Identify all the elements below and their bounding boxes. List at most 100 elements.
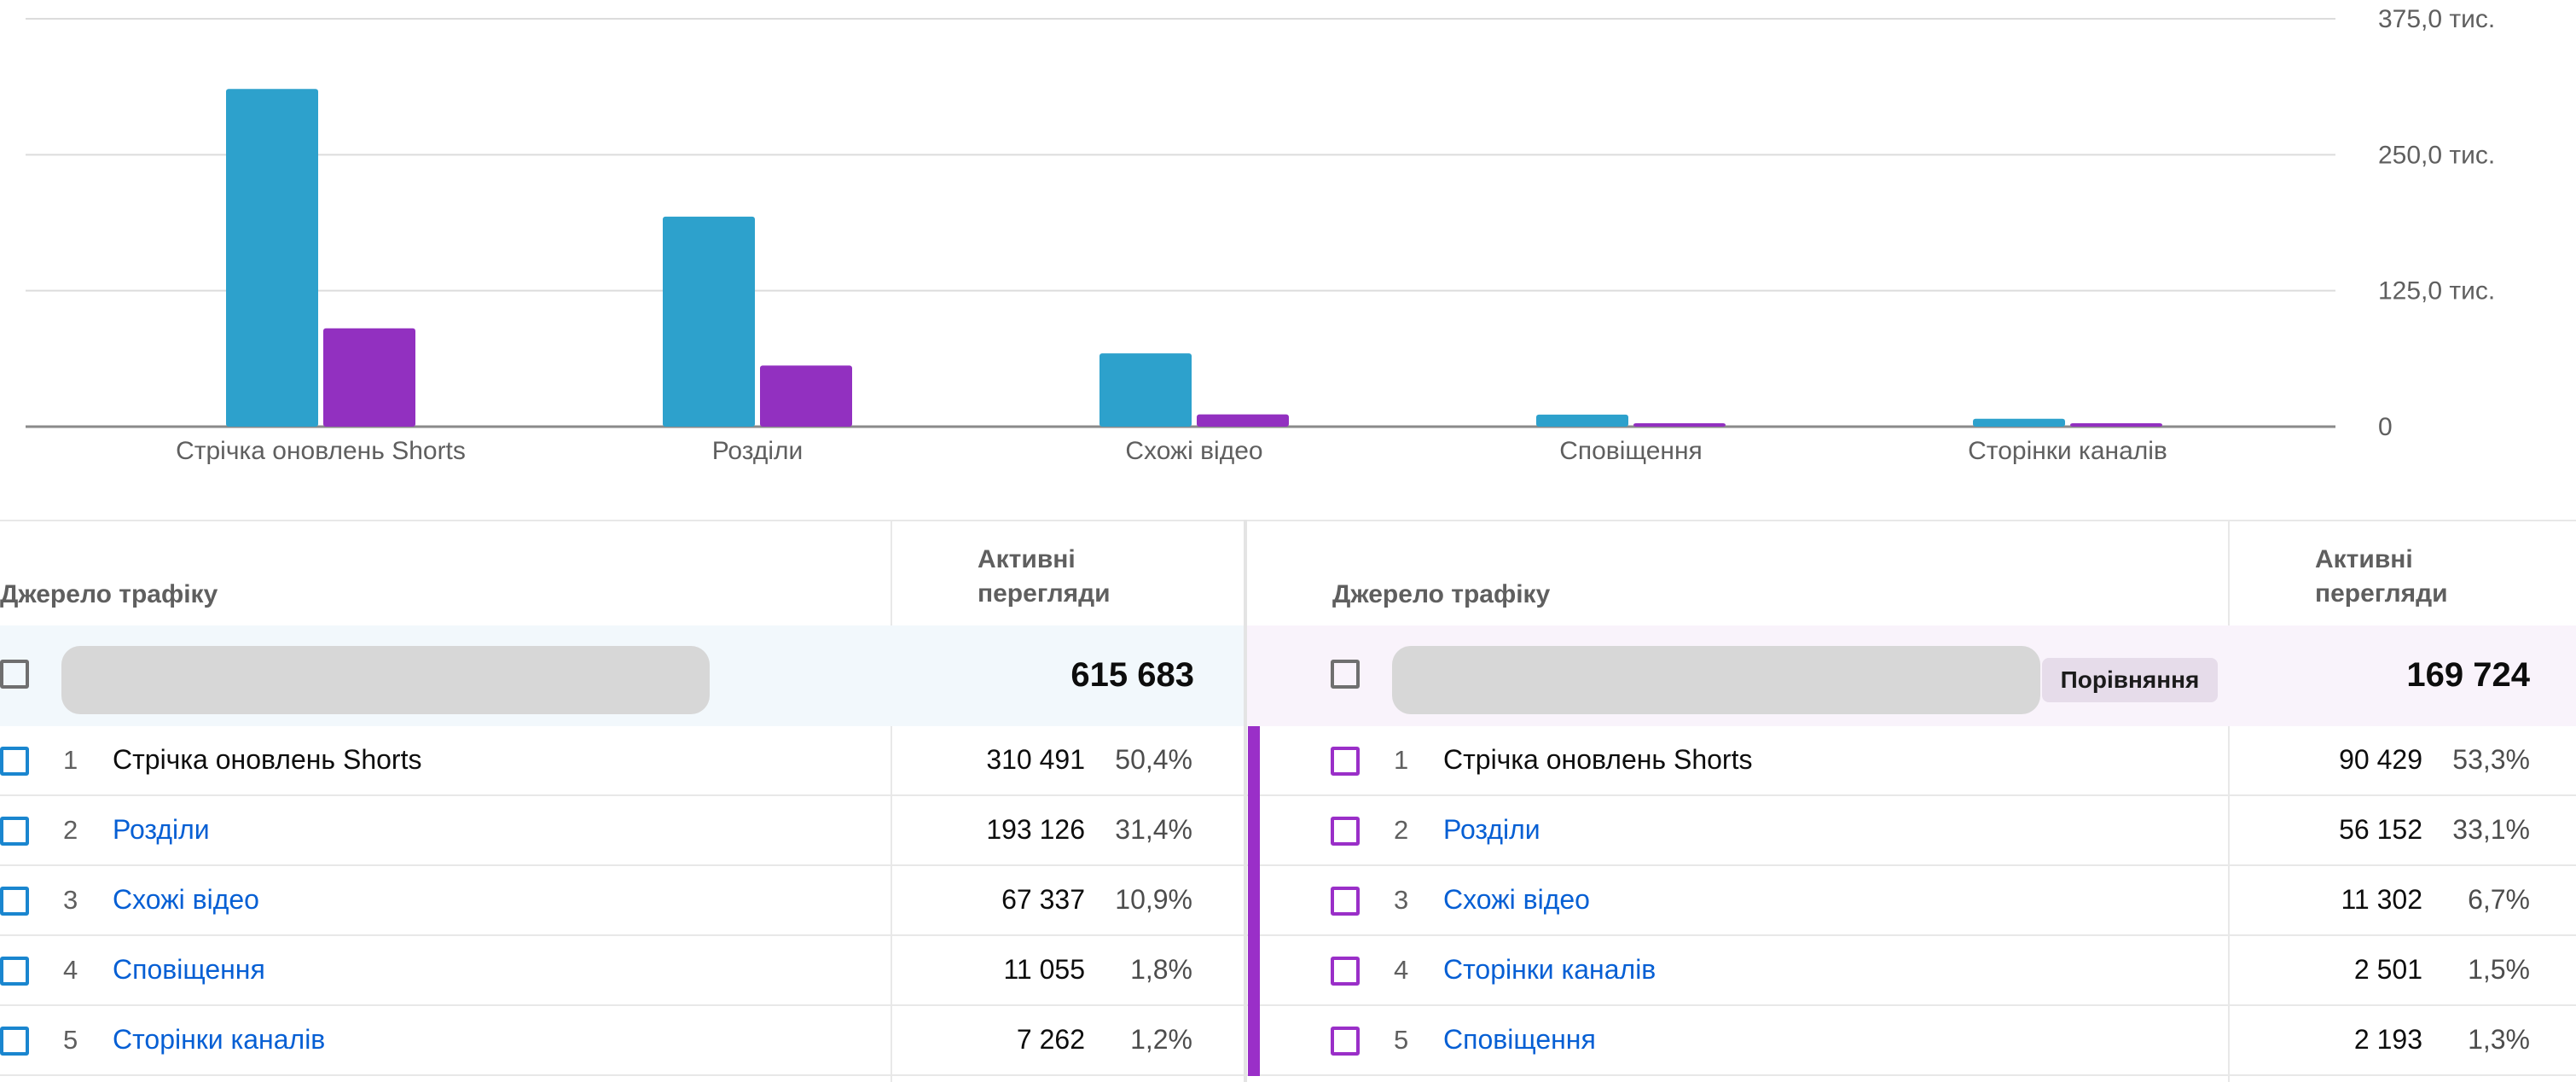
right-header-source[interactable]: Джерело трафіку bbox=[1332, 580, 1551, 608]
table-top-divider bbox=[0, 520, 2576, 521]
row-checkbox[interactable] bbox=[1331, 887, 1360, 916]
table-row[interactable]: 2 Розділи 193 126 31,4% bbox=[0, 796, 1244, 866]
table-row[interactable]: 4 Сторінки каналів 2 501 1,5% bbox=[1247, 936, 2576, 1006]
row-value: 2 501 bbox=[2353, 954, 2422, 985]
chart-y-labels: 0 125,0 тис. 250,0 тис. 375,0 тис. bbox=[2378, 5, 2495, 441]
row-source-name[interactable]: Сторінки каналів bbox=[1443, 954, 1656, 985]
row-checkbox[interactable] bbox=[1331, 957, 1360, 986]
row-percent: 31,4% bbox=[1115, 814, 1192, 845]
table-row[interactable]: 3 Схожі відео 67 337 10,9% bbox=[0, 866, 1244, 936]
row-value: 7 262 bbox=[1016, 1024, 1085, 1055]
row-source-name[interactable]: Розділи bbox=[1443, 814, 1540, 845]
table-row[interactable]: 5 Сторінки каналів 7 262 1,2% bbox=[0, 1006, 1244, 1076]
bar-primary-0[interactable] bbox=[226, 89, 318, 427]
left-header-metric-line2: перегляди bbox=[978, 579, 1111, 608]
row-checkbox[interactable] bbox=[0, 1027, 29, 1056]
row-value: 11 302 bbox=[2341, 884, 2423, 915]
row-rank: 1 bbox=[1394, 745, 1409, 775]
row-divider bbox=[0, 794, 1244, 796]
row-value: 56 152 bbox=[2339, 814, 2422, 845]
row-value: 193 126 bbox=[986, 814, 1085, 845]
row-percent: 10,9% bbox=[1115, 884, 1192, 915]
row-rank: 3 bbox=[63, 885, 78, 915]
row-checkbox[interactable] bbox=[1331, 1027, 1360, 1056]
row-checkbox[interactable] bbox=[0, 817, 29, 846]
table-row[interactable]: 3 Схожі відео 11 302 6,7% bbox=[1247, 866, 2576, 936]
chart-x-labels: Стрічка оновлень Shorts Розділи Схожі віде… bbox=[176, 437, 2167, 465]
x-category-label-1: Розділи bbox=[712, 437, 804, 465]
comparison-accent-bar bbox=[1248, 866, 1260, 936]
row-percent: 6,7% bbox=[2468, 884, 2530, 915]
left-header-source[interactable]: Джерело трафіку bbox=[0, 580, 218, 608]
row-source-name[interactable]: Схожі відео bbox=[113, 884, 259, 915]
row-source-name: Стрічка оновлень Shorts bbox=[113, 744, 422, 775]
row-rank: 2 bbox=[63, 815, 78, 845]
row-divider bbox=[1247, 1074, 2576, 1076]
row-value: 90 429 bbox=[2339, 744, 2422, 775]
row-rank: 4 bbox=[1394, 955, 1409, 985]
right-header-metric-line2: перегляди bbox=[2315, 579, 2448, 608]
right-column-separator bbox=[2228, 521, 2230, 1082]
pane-separator bbox=[1244, 520, 1247, 1082]
row-divider bbox=[0, 1004, 1244, 1006]
bar-comparison-2[interactable] bbox=[1197, 414, 1289, 427]
row-percent: 33,1% bbox=[2452, 814, 2530, 845]
right-select-all-checkbox[interactable] bbox=[1331, 660, 1360, 689]
right-header-metric[interactable]: Активні перегляди bbox=[2315, 543, 2486, 611]
left-select-all-checkbox[interactable] bbox=[0, 660, 29, 689]
table-row[interactable]: 2 Розділи 56 152 33,1% bbox=[1247, 796, 2576, 866]
left-channel-name-placeholder bbox=[61, 646, 710, 714]
comparison-accent-bar bbox=[1248, 1006, 1260, 1076]
bar-comparison-4[interactable] bbox=[2070, 423, 2162, 427]
row-value: 2 193 bbox=[2353, 1024, 2422, 1055]
row-rank: 3 bbox=[1394, 885, 1409, 915]
row-checkbox[interactable] bbox=[0, 957, 29, 986]
y-tick-label-3: 375,0 тис. bbox=[2378, 5, 2495, 33]
right-channel-name-placeholder bbox=[1392, 646, 2040, 714]
bar-comparison-1[interactable] bbox=[760, 365, 852, 427]
row-rank: 5 bbox=[1394, 1025, 1409, 1055]
left-total-metric-cell: 615 683 bbox=[892, 625, 1244, 726]
row-source-name[interactable]: Сторінки каналів bbox=[113, 1024, 326, 1055]
x-category-label-0: Стрічка оновлень Shorts bbox=[176, 437, 466, 465]
row-checkbox[interactable] bbox=[1331, 747, 1360, 776]
row-percent: 1,3% bbox=[2468, 1024, 2530, 1055]
bar-primary-1[interactable] bbox=[663, 216, 755, 427]
chart-bars bbox=[226, 89, 2162, 427]
row-checkbox[interactable] bbox=[0, 747, 29, 776]
comparison-accent-bar bbox=[1248, 936, 1260, 1006]
row-checkbox[interactable] bbox=[1331, 817, 1360, 846]
row-checkbox[interactable] bbox=[0, 887, 29, 916]
left-header-metric-line1: Активні bbox=[978, 545, 1076, 573]
row-divider bbox=[1247, 794, 2576, 796]
row-source-name[interactable]: Сповіщення bbox=[1443, 1024, 1596, 1055]
bar-comparison-3[interactable] bbox=[1633, 423, 1726, 427]
row-source-name[interactable]: Розділи bbox=[113, 814, 210, 845]
left-header-metric[interactable]: Активні перегляди bbox=[978, 543, 1148, 611]
bar-primary-3[interactable] bbox=[1536, 414, 1628, 427]
table-row[interactable]: 1 Стрічка оновлень Shorts 90 429 53,3% bbox=[1247, 726, 2576, 796]
table-row[interactable]: 4 Сповіщення 11 055 1,8% bbox=[0, 936, 1244, 1006]
row-divider bbox=[1247, 934, 2576, 936]
bar-comparison-0[interactable] bbox=[323, 328, 415, 427]
right-total-value: 169 724 bbox=[2406, 656, 2530, 694]
table-row[interactable]: 1 Стрічка оновлень Shorts 310 491 50,4% bbox=[0, 726, 1244, 796]
row-source-name[interactable]: Сповіщення bbox=[113, 954, 265, 985]
row-source-name[interactable]: Схожі відео bbox=[1443, 884, 1590, 915]
row-value: 11 055 bbox=[1003, 954, 1086, 985]
y-tick-label-1: 125,0 тис. bbox=[2378, 277, 2495, 305]
row-value: 310 491 bbox=[986, 744, 1085, 775]
bar-primary-4[interactable] bbox=[1973, 418, 2065, 427]
row-rank: 1 bbox=[63, 745, 78, 775]
comparison-chip: Порівняння bbox=[2042, 658, 2218, 702]
x-category-label-3: Сповіщення bbox=[1559, 437, 1703, 465]
row-percent: 50,4% bbox=[1115, 744, 1192, 775]
row-percent: 1,8% bbox=[1130, 954, 1192, 985]
table-row[interactable]: 5 Сповіщення 2 193 1,3% bbox=[1247, 1006, 2576, 1076]
row-rank: 4 bbox=[63, 955, 78, 985]
row-rank: 5 bbox=[63, 1025, 78, 1055]
x-category-label-4: Сторінки каналів bbox=[1968, 437, 2167, 465]
row-value: 67 337 bbox=[1001, 884, 1085, 915]
row-divider bbox=[1247, 1004, 2576, 1006]
bar-primary-2[interactable] bbox=[1099, 353, 1192, 427]
